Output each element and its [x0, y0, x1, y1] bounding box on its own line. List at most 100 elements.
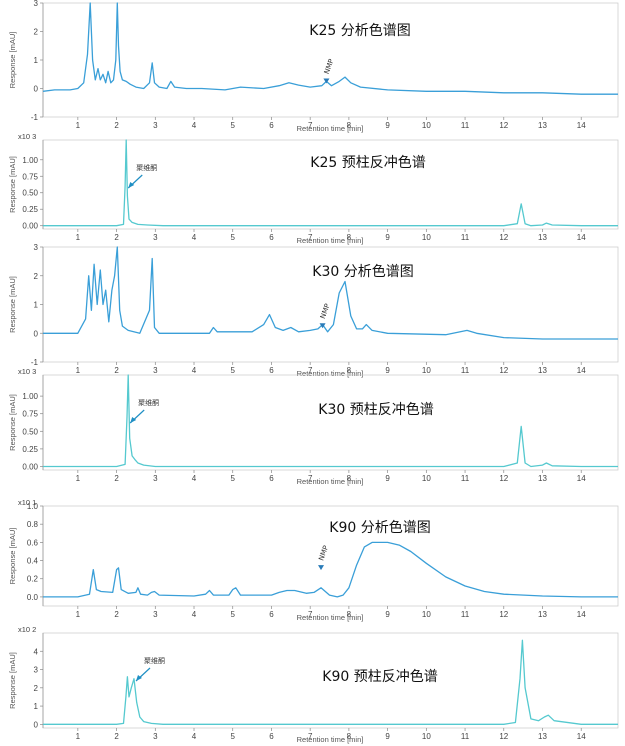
arrow-head [128, 182, 135, 188]
x-tick-label: 6 [269, 474, 274, 483]
x-tick-label: 14 [577, 610, 586, 619]
x-tick-label: 7 [308, 732, 313, 741]
y-tick-label: 0.25 [22, 445, 38, 454]
x-tick-label: 8 [347, 610, 352, 619]
x-tick-label: 10 [422, 732, 431, 741]
x-tick-label: 11 [461, 233, 470, 242]
peak-label-nmp: NMP [319, 303, 332, 320]
y-tick-label: 0.0 [27, 593, 39, 602]
x-tick-label: 8 [347, 366, 352, 375]
x-tick-label: 2 [114, 732, 119, 741]
x-axis-label: Retention time [min] [297, 613, 364, 622]
x-tick-label: 14 [577, 474, 586, 483]
x-tick-label: 13 [538, 610, 547, 619]
x-tick-label: 10 [422, 121, 431, 130]
y-tick-label: -1 [31, 358, 39, 367]
arrow-head [135, 675, 142, 681]
y-tick-label: 3 [34, 666, 39, 675]
y-axis-label: Response [mAU] [8, 394, 17, 451]
x-tick-label: 10 [422, 474, 431, 483]
x-tick-label: 7 [308, 474, 313, 483]
x-tick-label: 1 [76, 233, 81, 242]
x-tick-label: 9 [385, 366, 390, 375]
x-tick-label: 4 [192, 233, 197, 242]
x-tick-label: 3 [153, 121, 158, 130]
x-tick-label: 2 [114, 121, 119, 130]
x-tick-label: 3 [153, 233, 158, 242]
x-tick-label: 4 [192, 121, 197, 130]
y-tick-label: 1.0 [27, 502, 39, 511]
series-line-1 [43, 639, 618, 725]
x-tick-label: 5 [231, 366, 236, 375]
y-tick-label: 0.8 [27, 520, 39, 529]
x-tick-label: 9 [385, 121, 390, 130]
y-tick-label: 2 [34, 28, 39, 37]
y-tick-label: 0.75 [22, 172, 38, 181]
x-tick-label: 10 [422, 233, 431, 242]
y-tick-label: 0.2 [27, 575, 39, 584]
x-tick-label: 2 [114, 610, 119, 619]
x-tick-label: 13 [538, 732, 547, 741]
y-tick-label: 0.75 [22, 410, 38, 419]
x-tick-label: 4 [192, 610, 197, 619]
y-tick-label: 1 [34, 301, 39, 310]
y-multiplier: x10 1 [18, 498, 36, 507]
peak-label-nmp: NMP [323, 58, 336, 75]
x-tick-label: 14 [577, 732, 586, 741]
x-tick-label: 10 [422, 366, 431, 375]
x-tick-label: 8 [347, 233, 352, 242]
peak-marker [323, 78, 330, 84]
x-tick-label: 5 [231, 233, 236, 242]
chart-title: K30 分析色谱图 [312, 263, 413, 280]
y-multiplier: x10 2 [18, 625, 36, 634]
x-tick-label: 2 [114, 474, 119, 483]
series-line-1 [43, 374, 618, 468]
x-tick-label: 12 [499, 366, 508, 375]
x-tick-label: 9 [385, 610, 390, 619]
x-tick-label: 4 [192, 366, 197, 375]
y-tick-label: 2 [34, 272, 39, 281]
x-tick-label: 9 [385, 474, 390, 483]
chart-panel-5: 0.00.20.40.60.81.01 2 3 4 5 6 7 8 9 10 11 12 13 14Ret… [8, 498, 619, 622]
x-tick-label: 12 [499, 732, 508, 741]
x-axis-label: Retention time [min] [297, 369, 364, 378]
x-tick-label: 5 [231, 610, 236, 619]
y-multiplier: x10 3 [18, 132, 36, 141]
x-tick-label: 14 [577, 233, 586, 242]
chart-title: K90 分析色谱图 [329, 519, 430, 536]
chart-title: K25 预柱反冲色谱 [310, 154, 425, 171]
x-tick-label: 3 [153, 366, 158, 375]
x-tick-label: 5 [231, 474, 236, 483]
y-tick-label: 2 [34, 684, 39, 693]
y-tick-label: 0 [34, 329, 39, 338]
y-multiplier: x10 3 [18, 367, 36, 376]
x-tick-label: 6 [269, 610, 274, 619]
x-tick-label: 1 [76, 474, 81, 483]
chart-panel-4: 0.000.250.500.751.001 2 3 4 5 6 7 8 9 10 11 12 13 14R… [8, 367, 619, 486]
chart-panel-2: 0.000.250.500.751.001 2 3 4 5 6 7 8 9 10 11 12 13 14R… [8, 132, 619, 245]
y-tick-label: 1.00 [22, 156, 38, 165]
x-tick-label: 3 [153, 732, 158, 741]
y-tick-label: 0.50 [22, 427, 38, 436]
x-tick-label: 7 [308, 610, 313, 619]
y-tick-label: 0.25 [22, 205, 38, 214]
x-tick-label: 11 [461, 732, 470, 741]
chart-title: K30 预柱反冲色谱 [318, 401, 433, 418]
x-tick-label: 9 [385, 233, 390, 242]
x-tick-label: 1 [76, 121, 81, 130]
y-tick-label: 0 [34, 85, 39, 94]
y-axis-label: Response [mAU] [8, 528, 17, 585]
x-tick-label: 7 [308, 233, 313, 242]
peak-label-nmp: NMP [317, 544, 330, 561]
y-tick-label: 0 [34, 720, 39, 729]
series-line-1 [43, 139, 618, 227]
peak-label-povidone: 聚维酮 [138, 398, 159, 407]
y-axis-label: Response [mAU] [8, 276, 17, 333]
series-line-1 [43, 246, 618, 340]
x-tick-label: 8 [347, 474, 352, 483]
x-tick-label: 11 [461, 610, 470, 619]
x-tick-label: 12 [499, 233, 508, 242]
